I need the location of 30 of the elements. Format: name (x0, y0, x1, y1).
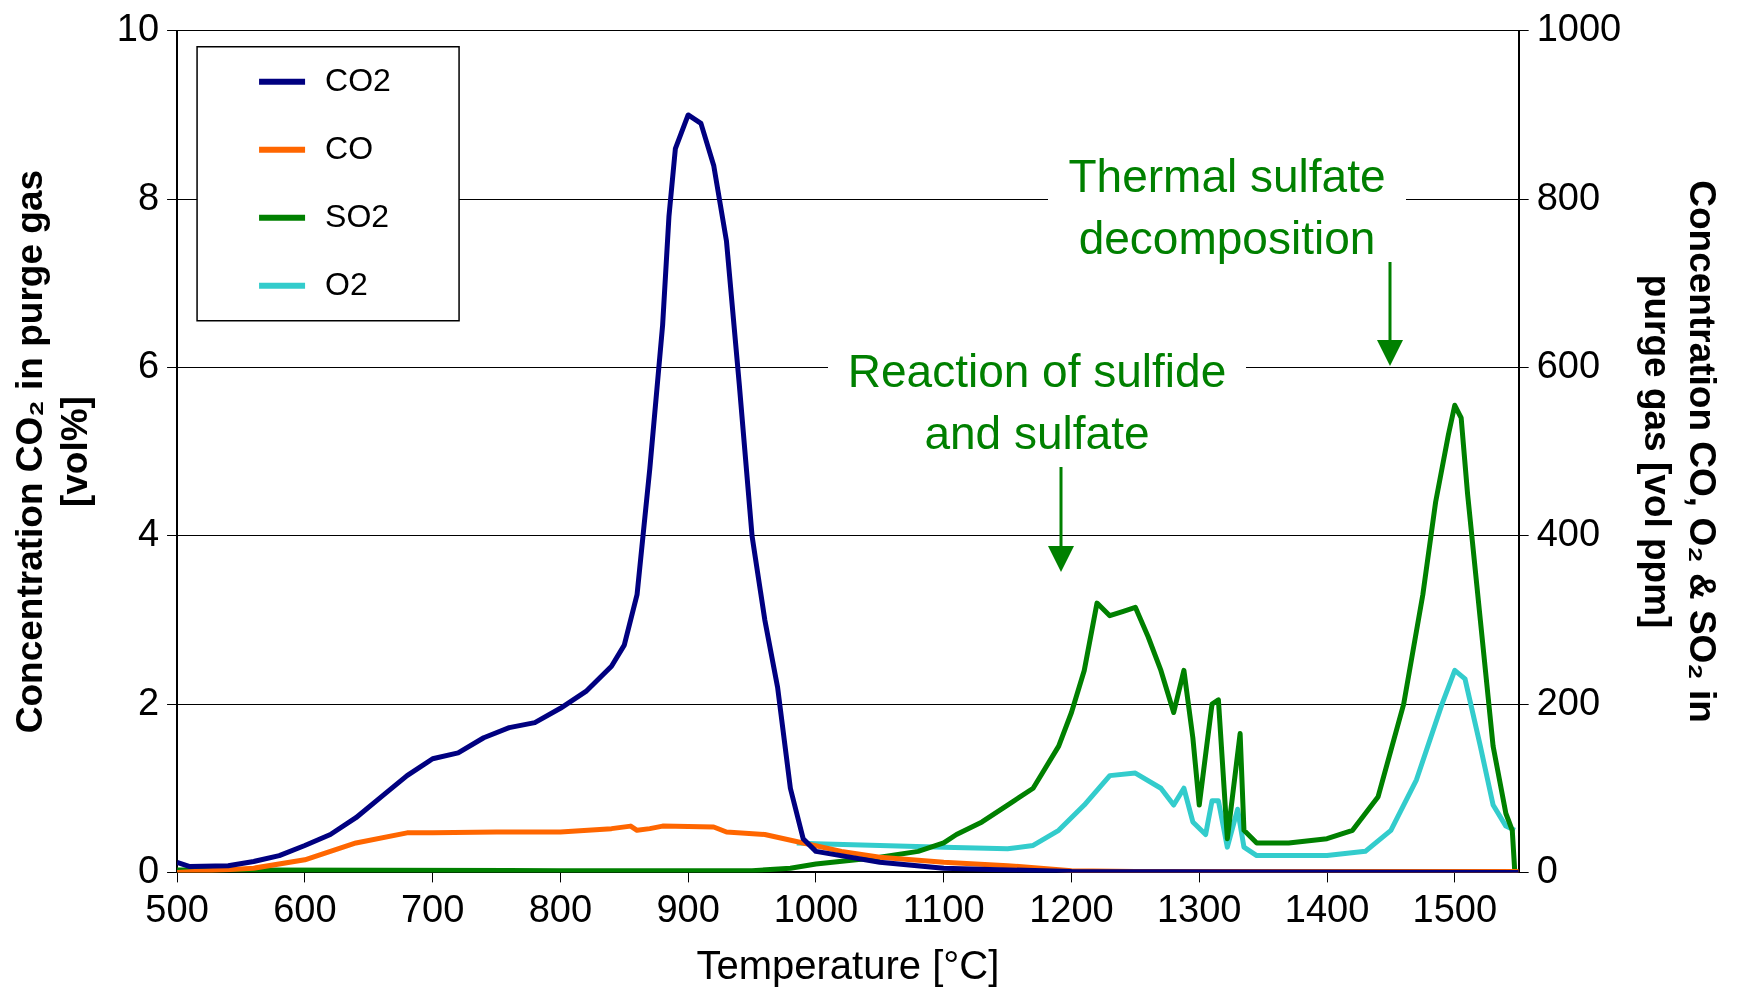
y-tick-label: 4 (137, 512, 160, 555)
x-tick-label: 1500 (1412, 887, 1498, 930)
y2-tick-label: 200 (1536, 680, 1601, 723)
x-tick-label: 1200 (1029, 887, 1114, 930)
x-tick-label: 1300 (1156, 887, 1242, 930)
x-tick-label: 1000 (773, 887, 859, 930)
x-tick-label: 600 (273, 887, 337, 930)
y2-tick-label: 800 (1536, 175, 1601, 218)
legend-label: O2 (325, 265, 368, 302)
annotation: Thermal sulfate decomposition (1048, 145, 1406, 269)
y-tick-label: 6 (137, 343, 160, 386)
y2-axis-title: Concentration CO, O₂ & SO₂ in purge gas [vol ppm] (1637, 180, 1723, 723)
x-tick-label: 1100 (902, 887, 985, 930)
y-tick-label: 10 (116, 7, 160, 50)
y-tick-label: 2 (137, 680, 160, 723)
annotation: Reaction of sulfide and sulfate (827, 340, 1247, 464)
x-tick-label: 1400 (1284, 887, 1370, 930)
y2-tick-label: 0 (1536, 848, 1558, 891)
x-tick-label: 800 (528, 887, 593, 930)
legend-label: SO2 (325, 197, 390, 234)
y-axis-title: Concentration CO₂ in purge gas [vol%] (9, 169, 95, 734)
y2-tick-label: 1000 (1536, 7, 1622, 50)
x-tick-label: 900 (656, 887, 720, 930)
legend-label: CO (325, 129, 374, 166)
x-axis-title: Temperature [°C] (696, 943, 1000, 988)
y-tick-label: 8 (137, 175, 160, 218)
legend-label: CO2 (325, 61, 391, 98)
x-tick-label: 700 (400, 887, 465, 930)
y2-tick-label: 600 (1536, 343, 1601, 386)
y2-tick-label: 400 (1536, 512, 1601, 555)
